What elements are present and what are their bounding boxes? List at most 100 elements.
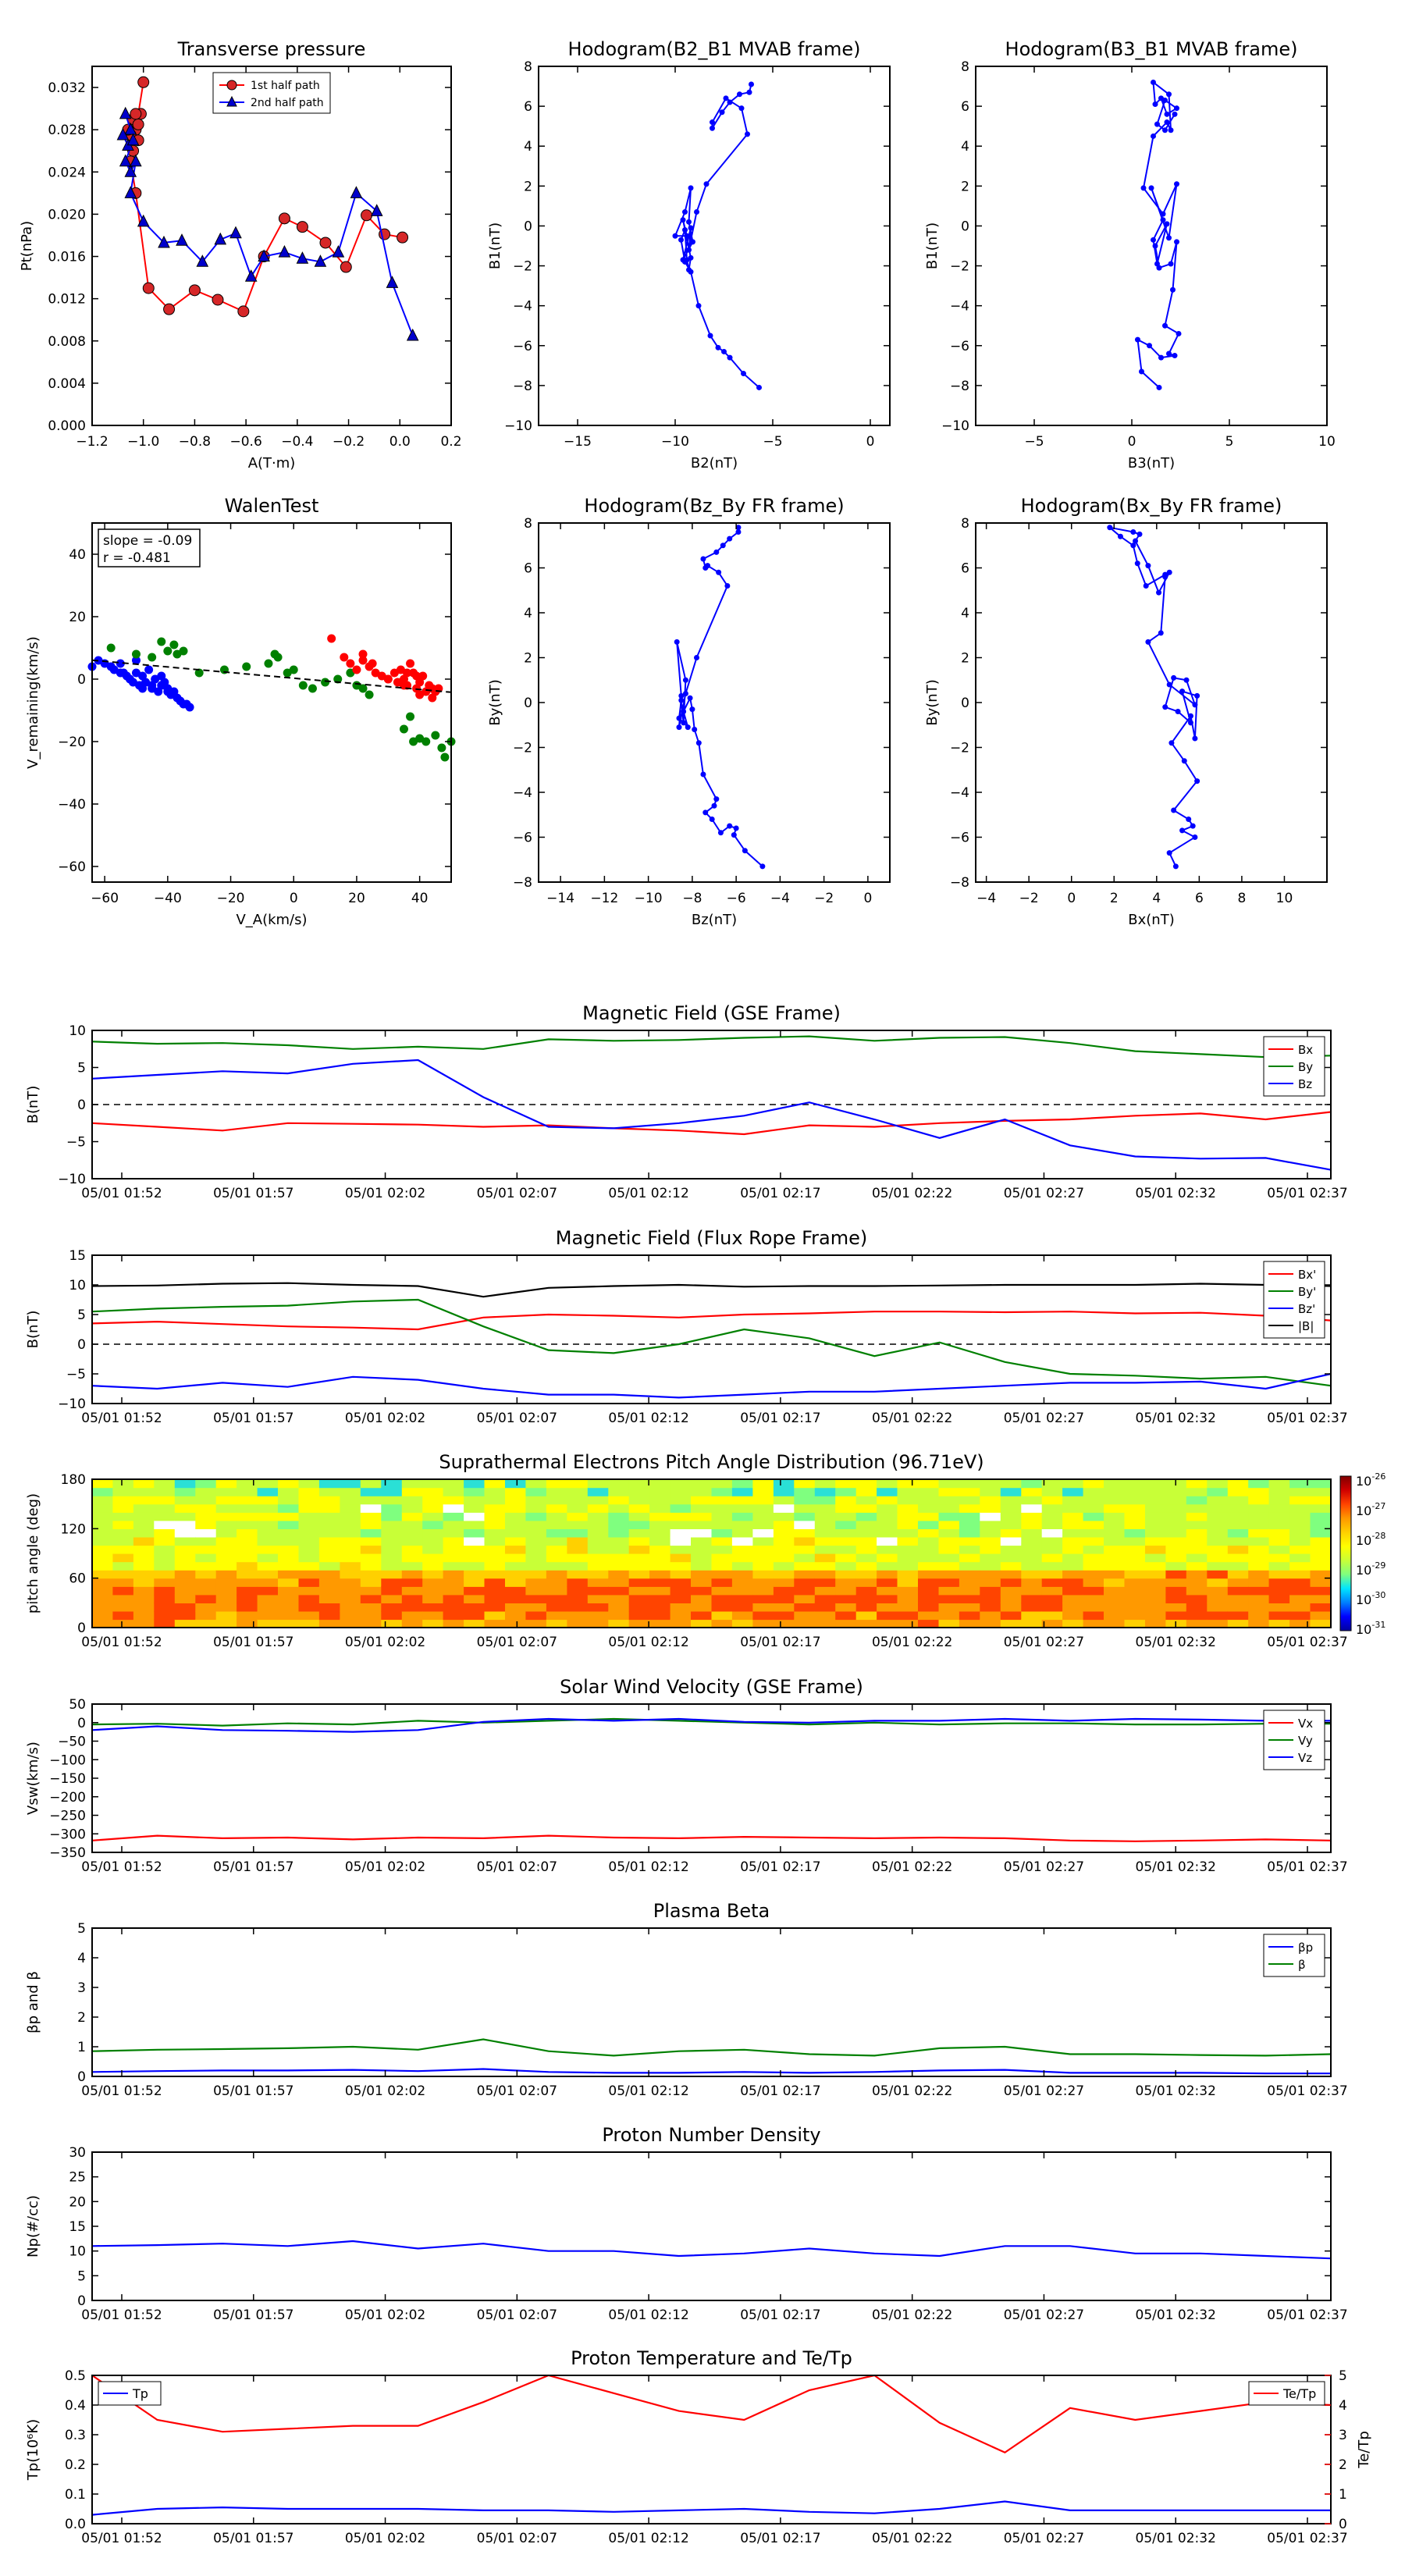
pad-cell — [1268, 1594, 1290, 1603]
mag_fr-series-by — [91, 1298, 1332, 1387]
pad-cell — [752, 1487, 774, 1496]
hodo_b2b1-ytick-label: −2 — [513, 259, 532, 275]
pad-cell — [505, 1503, 527, 1513]
beta-time-label: 05/01 01:52 — [81, 2083, 162, 2099]
pad-cell — [1227, 1561, 1249, 1571]
transverse-point — [137, 76, 150, 88]
pad-cell — [1165, 1496, 1187, 1505]
mag_fr-time-label: 05/01 02:32 — [1136, 1411, 1216, 1426]
pad-cell — [670, 1512, 692, 1521]
pad-cell — [835, 1619, 857, 1628]
pad-cell — [464, 1561, 486, 1571]
pad-cell — [133, 1512, 155, 1521]
pad-cell — [649, 1479, 671, 1489]
pad-cell — [938, 1512, 960, 1521]
vsw-ytick-label: −150 — [49, 1771, 86, 1787]
pad-cell — [1145, 1479, 1167, 1489]
walen-xtick-label: −40 — [154, 891, 182, 906]
hodo_bzby-point — [724, 583, 731, 589]
pad-cell — [278, 1619, 300, 1628]
pad-cell — [1062, 1619, 1084, 1628]
pad-cell — [1310, 1528, 1332, 1538]
hodo_bxby-point — [1166, 569, 1172, 575]
hodo_b3b1-point — [1166, 91, 1172, 98]
hodo_bxby-point — [1143, 583, 1149, 589]
pad-axes-frame — [91, 1478, 1332, 1628]
pad-cell — [484, 1570, 506, 1579]
hodo_b2b1-ytick-label: 2 — [524, 179, 532, 194]
pad-cell — [711, 1503, 733, 1513]
pad-cell — [959, 1536, 980, 1546]
pad-cell — [628, 1619, 650, 1628]
pad-cell — [877, 1512, 898, 1521]
pad-cell — [1289, 1553, 1311, 1563]
pad-cell — [918, 1561, 940, 1571]
pad-cell — [154, 1520, 176, 1529]
pad-cell — [752, 1561, 774, 1571]
mag_fr-time-label: 05/01 02:37 — [1267, 1411, 1347, 1426]
hodo_b3b1-xtick-label: 5 — [1225, 434, 1234, 450]
pad-cell — [484, 1545, 506, 1554]
pad-cell — [897, 1487, 919, 1496]
pad-cell — [691, 1570, 713, 1579]
pad-cell — [1083, 1479, 1104, 1489]
pad-cell — [1083, 1503, 1104, 1513]
pad-cell — [711, 1512, 733, 1521]
hodo_b2b1-point — [686, 267, 692, 273]
hodo_bxby-point — [1145, 563, 1151, 569]
pad-cell — [773, 1512, 795, 1521]
vsw-time-label: 05/01 02:32 — [1136, 1859, 1216, 1875]
pad-cell — [1000, 1503, 1022, 1513]
hodo_b2b1-point — [745, 131, 750, 137]
pad-cell — [1124, 1496, 1146, 1505]
mag_fr-series-b — [91, 1282, 1332, 1298]
pad-cell — [443, 1496, 464, 1505]
pad-cell — [154, 1578, 176, 1587]
pad-cell — [959, 1503, 980, 1513]
pad-ylabel: pitch angle (deg) — [25, 1493, 41, 1614]
pad-cell — [422, 1561, 444, 1571]
pad-cell — [278, 1578, 300, 1587]
pad-cell — [298, 1545, 320, 1554]
hodo_bxby-point — [1175, 709, 1181, 714]
beta-time-label: 05/01 02:37 — [1267, 2083, 1347, 2099]
pad-cell — [443, 1553, 464, 1563]
hodo_b2b1-point — [710, 125, 715, 131]
hodo_b2b1-point — [721, 348, 727, 354]
pad-cell — [711, 1496, 733, 1505]
pad-cell — [1289, 1503, 1311, 1513]
pad-cell — [154, 1561, 176, 1571]
pad-title: Suprathermal Electrons Pitch Angle Distr… — [439, 1451, 984, 1473]
pad-cell — [855, 1536, 877, 1546]
pad-cell — [897, 1586, 919, 1596]
pad-cell — [1124, 1610, 1146, 1621]
pad-cell — [1227, 1570, 1249, 1579]
pad-cell — [628, 1512, 650, 1521]
pad-cell — [1104, 1545, 1126, 1554]
pad-cell — [1207, 1578, 1229, 1587]
pad-time-label: 05/01 02:27 — [1004, 1635, 1084, 1650]
pad-cell — [546, 1512, 567, 1521]
pad-cell — [794, 1594, 816, 1603]
hodo_b3b1-xtick-label: −5 — [1024, 434, 1044, 450]
transverse-title: Transverse pressure — [177, 38, 366, 60]
pad-cell — [773, 1528, 795, 1538]
pad-cell — [1041, 1479, 1063, 1489]
pad-cell — [649, 1586, 671, 1596]
pad-cell — [877, 1520, 898, 1529]
hodo_bzby-point — [681, 720, 687, 726]
pad-cell — [195, 1603, 217, 1612]
pad-cell — [237, 1586, 258, 1596]
hodo_bxby-point — [1130, 529, 1136, 535]
pad-cell — [298, 1561, 320, 1571]
pad-cell — [649, 1503, 671, 1513]
pad-time-label: 05/01 02:02 — [345, 1635, 425, 1650]
hodo_bzby-point — [716, 569, 722, 575]
hodo_bxby-point — [1133, 538, 1139, 544]
pad-cell — [443, 1520, 464, 1529]
pad-cell — [112, 1619, 134, 1628]
pad-cell — [628, 1586, 650, 1596]
pad-cell — [959, 1512, 980, 1521]
pad-cell — [649, 1594, 671, 1603]
pad-cell — [1268, 1496, 1290, 1505]
